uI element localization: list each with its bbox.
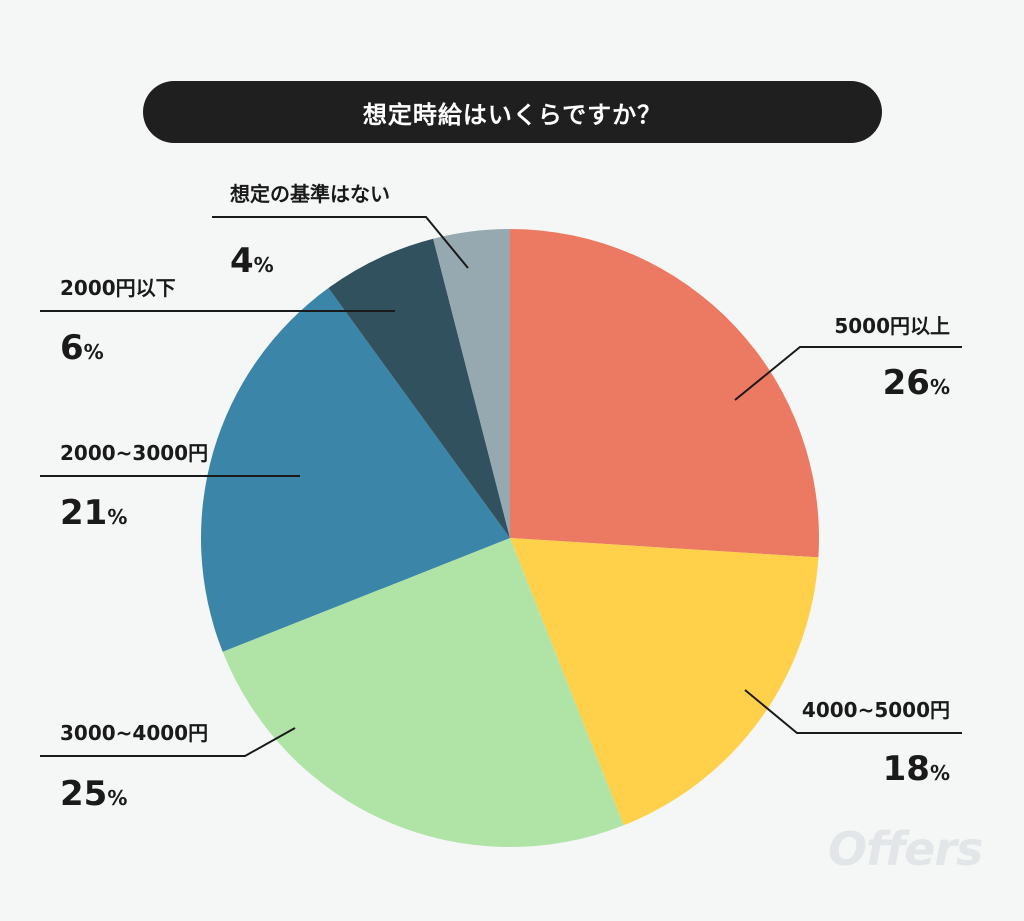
slice-label: 想定の基準はない	[230, 182, 390, 206]
leader-line	[734, 346, 962, 401]
pie-slice	[222, 538, 624, 847]
slice-value: 21%	[60, 493, 127, 533]
slice-label: 5000円以上	[834, 314, 950, 338]
leader-line	[744, 689, 962, 734]
pie-slice	[200, 288, 510, 652]
offers-watermark: Offers	[828, 822, 983, 876]
slice-label: 2000円以下	[60, 276, 176, 300]
pie-slice	[510, 229, 820, 558]
slice-value: 18%	[883, 749, 950, 789]
slice-value: 6%	[60, 328, 104, 368]
chart-title: 想定時給はいくらですか？	[143, 81, 882, 143]
slice-value: 25%	[60, 774, 127, 814]
leader-line	[212, 216, 469, 269]
slice-label: 4000~5000円	[802, 698, 950, 722]
pie-slice	[328, 238, 510, 538]
pie-slice	[510, 538, 819, 826]
pie-slice	[433, 229, 510, 538]
slice-value: 26%	[883, 363, 950, 403]
slice-value: 4%	[230, 241, 274, 281]
slice-label: 3000~4000円	[60, 721, 208, 745]
slice-label: 2000~3000円	[60, 441, 208, 465]
leader-line	[40, 727, 296, 757]
